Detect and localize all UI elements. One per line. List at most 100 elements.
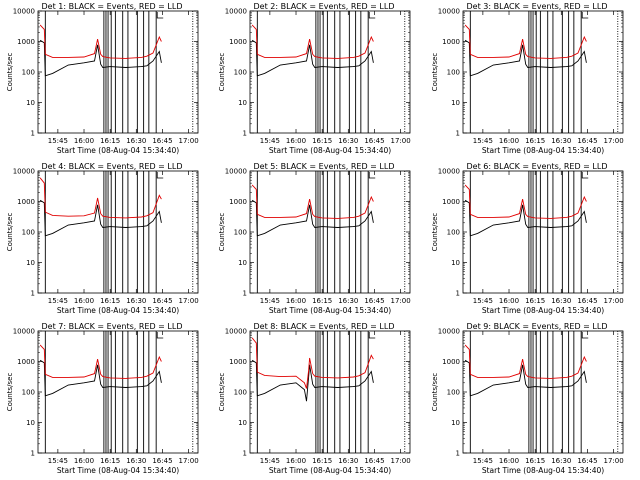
plot-frame bbox=[462, 170, 624, 294]
x-tick-label: 16:30 bbox=[126, 137, 146, 145]
y-tick-label: 1 bbox=[243, 130, 247, 138]
x-tick-label: 15:45 bbox=[48, 457, 68, 465]
y-tick-label: 1 bbox=[31, 130, 35, 138]
y-tick-label: 100 bbox=[447, 69, 460, 77]
x-tick-label: 16:00 bbox=[74, 137, 94, 145]
y-tick-label: 10 bbox=[26, 419, 35, 427]
plot-frame bbox=[249, 10, 411, 134]
flag-mark bbox=[156, 12, 164, 19]
x-tick-label: 16:15 bbox=[312, 137, 332, 145]
events-series-line bbox=[464, 359, 587, 397]
x-tick-label: 15:45 bbox=[48, 137, 68, 145]
y-tick-label: 1000 bbox=[17, 38, 35, 46]
y-tick-label: 1000 bbox=[229, 358, 247, 366]
plot-frame bbox=[249, 170, 411, 294]
y-tick-label: 10000 bbox=[438, 8, 460, 16]
y-axis-label: Counts/sec bbox=[431, 53, 439, 92]
x-tick-label: 16:30 bbox=[126, 297, 146, 305]
x-axis-label: Start Time (08-Aug-04 15:34:40) bbox=[482, 306, 604, 315]
x-tick-label: 15:45 bbox=[48, 297, 68, 305]
x-tick-label: 17:00 bbox=[178, 137, 198, 145]
detector-panel-1: Det 1: BLACK = Events, RED = LLD 1 10 100 10… bbox=[6, 2, 199, 155]
x-tick-label: 17:00 bbox=[390, 457, 410, 465]
flag-mark bbox=[156, 172, 164, 179]
x-tick-label: 16:30 bbox=[551, 137, 571, 145]
y-tick-label: 10000 bbox=[438, 328, 460, 336]
y-axis-label: Counts/sec bbox=[431, 213, 439, 252]
y-tick-label: 10 bbox=[238, 99, 247, 107]
x-tick-label: 17:00 bbox=[390, 137, 410, 145]
detector-panel-2: Det 2: BLACK = Events, RED = LLD 1 10 100 10… bbox=[218, 2, 411, 155]
events-series-line bbox=[464, 199, 587, 237]
x-tick-label: 16:15 bbox=[100, 137, 120, 145]
x-tick-label: 15:45 bbox=[473, 137, 493, 145]
lld-series-line bbox=[39, 344, 162, 379]
flag-mark bbox=[156, 332, 164, 339]
y-tick-label: 100 bbox=[234, 229, 247, 237]
panel-title: Det 2: BLACK = Events, RED = LLD bbox=[254, 2, 395, 11]
x-tick-label: 16:00 bbox=[499, 457, 519, 465]
y-axis-label: Counts/sec bbox=[218, 53, 226, 92]
lld-series-line bbox=[251, 24, 374, 59]
y-tick-label: 1 bbox=[31, 450, 35, 458]
y-tick-label: 1 bbox=[456, 290, 460, 298]
x-tick-label: 16:45 bbox=[577, 457, 597, 465]
panel-title: Det 6: BLACK = Events, RED = LLD bbox=[467, 162, 608, 171]
x-tick-label: 15:45 bbox=[473, 457, 493, 465]
detector-panel-6: Det 6: BLACK = Events, RED = LLD 1 10 100 10… bbox=[431, 162, 624, 315]
x-tick-label: 17:00 bbox=[178, 457, 198, 465]
y-tick-label: 10000 bbox=[225, 168, 247, 176]
panel-title: Det 3: BLACK = Events, RED = LLD bbox=[467, 2, 608, 11]
x-tick-label: 16:45 bbox=[577, 137, 597, 145]
y-tick-label: 1 bbox=[31, 290, 35, 298]
x-tick-label: 16:15 bbox=[100, 297, 120, 305]
y-tick-label: 1000 bbox=[442, 198, 460, 206]
x-tick-label: 15:45 bbox=[260, 457, 280, 465]
x-axis-label: Start Time (08-Aug-04 15:34:40) bbox=[57, 146, 179, 155]
y-tick-label: 10 bbox=[238, 259, 247, 267]
y-tick-label: 1000 bbox=[229, 198, 247, 206]
events-series-line bbox=[39, 359, 162, 397]
panel-title: Det 8: BLACK = Events, RED = LLD bbox=[254, 322, 395, 331]
flag-mark bbox=[581, 332, 589, 339]
x-tick-label: 16:15 bbox=[525, 137, 545, 145]
plot-frame bbox=[37, 330, 199, 454]
y-tick-label: 1000 bbox=[17, 358, 35, 366]
x-tick-label: 17:00 bbox=[603, 137, 623, 145]
y-axis-label: Counts/sec bbox=[431, 373, 439, 412]
lld-series-line bbox=[251, 337, 374, 389]
lld-series-line bbox=[251, 184, 374, 219]
x-tick-label: 16:30 bbox=[551, 297, 571, 305]
y-tick-label: 10 bbox=[26, 259, 35, 267]
lld-series-line bbox=[464, 344, 587, 379]
x-axis-label: Start Time (08-Aug-04 15:34:40) bbox=[269, 466, 391, 475]
x-tick-label: 16:45 bbox=[577, 297, 597, 305]
y-tick-label: 100 bbox=[234, 389, 247, 397]
y-axis-label: Counts/sec bbox=[6, 53, 14, 92]
x-tick-label: 16:00 bbox=[499, 297, 519, 305]
y-axis-label: Counts/sec bbox=[218, 373, 226, 412]
y-tick-label: 100 bbox=[447, 389, 460, 397]
x-tick-label: 16:30 bbox=[338, 297, 358, 305]
detector-panel-5: Det 5: BLACK = Events, RED = LLD 1 10 100 10… bbox=[218, 162, 411, 315]
events-series-line bbox=[251, 39, 374, 77]
x-tick-label: 16:30 bbox=[338, 137, 358, 145]
plot-frame bbox=[37, 10, 199, 134]
y-axis-label: Counts/sec bbox=[6, 373, 14, 412]
panel-title: Det 5: BLACK = Events, RED = LLD bbox=[254, 162, 395, 171]
y-tick-label: 100 bbox=[234, 69, 247, 77]
x-tick-label: 16:15 bbox=[525, 457, 545, 465]
y-axis-label: Counts/sec bbox=[6, 213, 14, 252]
x-tick-label: 16:45 bbox=[364, 137, 384, 145]
panel-title: Det 7: BLACK = Events, RED = LLD bbox=[42, 322, 183, 331]
x-axis-label: Start Time (08-Aug-04 15:34:40) bbox=[269, 306, 391, 315]
x-tick-label: 17:00 bbox=[178, 297, 198, 305]
y-tick-label: 10000 bbox=[13, 168, 35, 176]
detector-panel-8: Det 8: BLACK = Events, RED = LLD 1 10 100 10… bbox=[218, 322, 411, 475]
x-tick-label: 15:45 bbox=[260, 297, 280, 305]
x-tick-label: 16:30 bbox=[551, 457, 571, 465]
plot-frame bbox=[37, 170, 199, 294]
y-tick-label: 100 bbox=[22, 229, 35, 237]
lld-series-line bbox=[464, 184, 587, 219]
